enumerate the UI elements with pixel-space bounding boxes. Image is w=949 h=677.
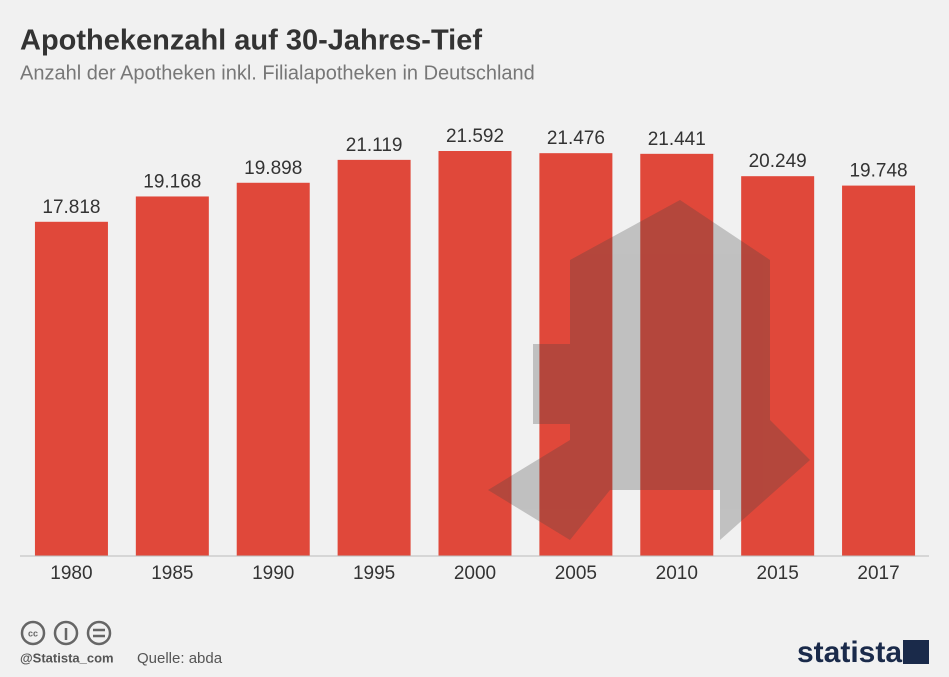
value-label: 20.249 [749, 151, 807, 172]
bar [842, 185, 916, 556]
x-tick-label: 2005 [555, 563, 597, 584]
bar [438, 151, 512, 556]
value-label: 17.818 [42, 197, 100, 218]
watermark [488, 200, 810, 540]
value-label: 21.476 [547, 128, 605, 149]
x-tick-label: 1985 [151, 563, 193, 584]
bar [337, 159, 411, 556]
cc-icon: cc [28, 628, 38, 638]
x-tick-label: 2010 [656, 563, 698, 584]
value-label: 19.898 [244, 158, 302, 179]
x-tick-label: 2017 [857, 563, 899, 584]
value-label: 21.592 [446, 126, 504, 147]
bar [236, 182, 310, 556]
bar [539, 153, 613, 556]
logo-icon [903, 640, 929, 664]
x-tick-label: 2000 [454, 563, 496, 584]
footer-handle: @Statista_com [20, 650, 114, 665]
bar [135, 196, 209, 556]
bar [741, 176, 815, 556]
x-tick-label: 1990 [252, 563, 294, 584]
x-tick-label: 1995 [353, 563, 395, 584]
footer-source: Quelle: abda [137, 650, 223, 667]
logo: statista [797, 636, 902, 669]
value-label: 19.748 [849, 161, 907, 182]
license-icons [20, 620, 112, 646]
x-tick-label: 2015 [757, 563, 799, 584]
chart-subtitle: Anzahl der Apotheken inkl. Filialapothek… [20, 62, 535, 84]
bar [640, 153, 714, 556]
bar [34, 221, 108, 557]
value-label: 19.168 [143, 171, 201, 192]
bars [34, 151, 916, 557]
x-tick-label: 1980 [50, 563, 92, 584]
chart-title: Apothekenzahl auf 30-Jahres-Tief [20, 25, 482, 57]
value-label: 21.441 [648, 129, 706, 150]
value-label: 21.119 [346, 135, 403, 156]
